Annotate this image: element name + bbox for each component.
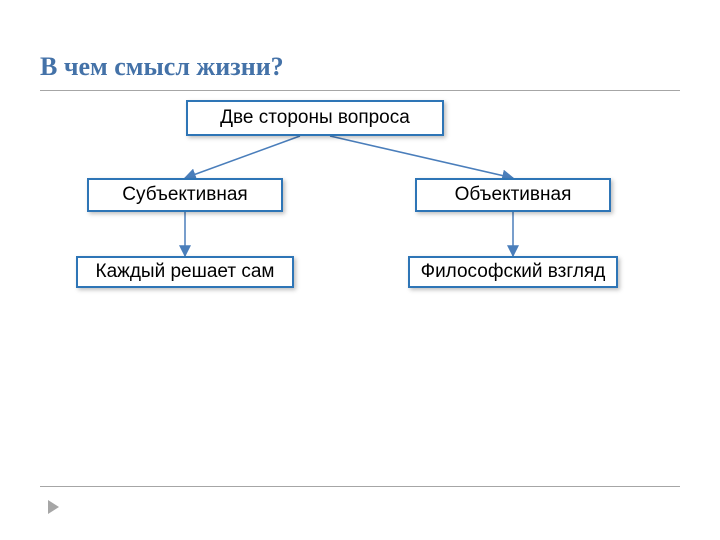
node-root: Две стороны вопроса [186, 100, 444, 136]
page-title: В чем смысл жизни? [40, 52, 284, 82]
divider-bottom [40, 486, 680, 487]
divider-top [40, 90, 680, 91]
node-each: Каждый решает сам [76, 256, 294, 288]
slide-marker-icon [48, 500, 59, 514]
node-phil: Философский взгляд [408, 256, 618, 288]
node-obj: Объективная [415, 178, 611, 212]
node-subj: Субъективная [87, 178, 283, 212]
